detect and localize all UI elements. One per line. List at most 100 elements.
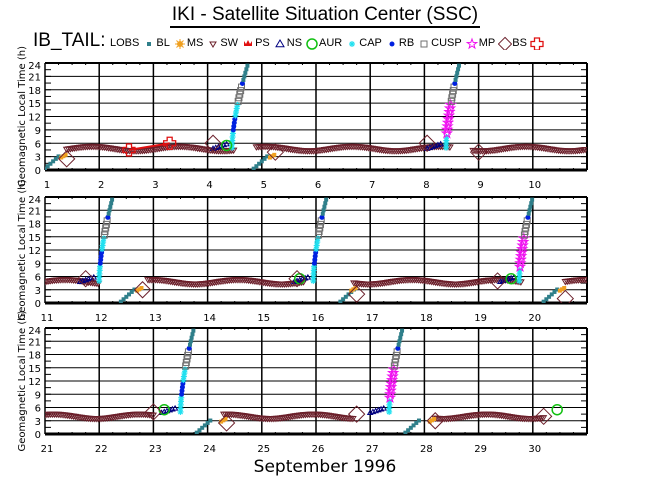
rb-point [105, 214, 111, 220]
ms-point [272, 152, 277, 157]
bl-point [396, 342, 401, 347]
bl-point [259, 159, 264, 164]
legend-item-aur: AUR [305, 36, 342, 50]
bl-point [8, 423, 12, 427]
bs-marker [288, 270, 306, 288]
x-tick-label: 23 [149, 444, 162, 455]
bl-point [194, 430, 199, 434]
ns-point [304, 273, 312, 280]
bl-point [343, 294, 348, 299]
legend-label: PS [255, 36, 270, 49]
y-tick-label: 15 [28, 233, 41, 244]
y-tick-label: 12 [28, 246, 41, 257]
y-tick-label: 9 [35, 126, 41, 137]
ms-point [427, 419, 432, 424]
y-tick-label: 21 [28, 206, 41, 217]
x-tick-label: 26 [312, 444, 325, 455]
x-tick-label: 4 [206, 180, 212, 191]
cusp-point [101, 227, 109, 235]
bl-point [245, 63, 250, 68]
bs-marker [347, 285, 366, 303]
cusp-point [182, 358, 190, 366]
bl-point [10, 421, 14, 425]
mp-point [384, 380, 398, 393]
ms-point [562, 285, 567, 290]
bl-point [555, 287, 560, 292]
y-tick-label: 18 [28, 86, 41, 97]
cusp-point [237, 87, 245, 95]
cusp-point [234, 97, 242, 105]
y-tick-label: 24 [28, 61, 41, 72]
ms-point [270, 154, 275, 159]
mp-point [384, 384, 397, 397]
bl-point [5, 426, 9, 430]
y-tick-label: 24 [28, 326, 41, 337]
cusp-point [235, 94, 243, 102]
bl-point [191, 328, 196, 333]
cusp-point [102, 220, 110, 228]
ms-point [59, 155, 64, 160]
bl-point [324, 197, 329, 202]
x-tick-label: 12 [95, 313, 108, 324]
mp-point [514, 249, 528, 262]
x-tick-label: 24 [203, 444, 216, 455]
legend-item-mp: MP [465, 36, 495, 50]
y-tick-label: 21 [28, 337, 41, 348]
cusp-point [236, 90, 244, 98]
ns-point [437, 140, 445, 147]
y-tick-label: 9 [35, 259, 41, 270]
bl-point [108, 204, 113, 209]
bl-point [399, 332, 404, 337]
bl-point [202, 423, 207, 428]
bl-point [454, 74, 459, 79]
circle-icon [306, 38, 318, 50]
x-tick-label: 8 [423, 180, 429, 191]
dot-icon [389, 41, 395, 47]
x-tick-label: 17 [366, 313, 379, 324]
bl-point [341, 297, 346, 302]
ms-point [137, 287, 142, 292]
bl-point [529, 201, 534, 206]
ms-point [560, 287, 565, 292]
y-tick-label: 0 [35, 166, 41, 177]
cap-point [233, 105, 240, 112]
legend-label: RB [398, 36, 415, 49]
mp-point [515, 246, 528, 258]
x-tick-label: 20 [528, 313, 541, 324]
bs-marker [57, 150, 76, 168]
bl-point [51, 159, 56, 164]
bl-point [322, 204, 327, 209]
bs-marker [217, 414, 236, 432]
bl-point [257, 161, 262, 166]
legend-item-cap: CAP [345, 36, 382, 50]
mp-point [387, 366, 400, 379]
cusp-point [449, 87, 457, 95]
y-tick-label: 18 [28, 220, 41, 231]
bl-point [189, 335, 194, 340]
cusp-point [522, 220, 530, 228]
bl-point [526, 211, 531, 216]
bl-point [541, 299, 546, 303]
legend-label: LOBS [110, 36, 140, 49]
x-tick-label: 9 [477, 180, 483, 191]
mp-point [516, 235, 530, 248]
y-tick-label: 0 [35, 430, 41, 441]
y-tick-label: 3 [35, 153, 41, 164]
x-tick-label: 11 [41, 313, 54, 324]
bl-point [323, 201, 328, 206]
x-tick-label: 3 [152, 180, 158, 191]
y-tick-label: 18 [28, 351, 41, 362]
mp-point [385, 377, 398, 389]
x-tick-label: 1 [44, 180, 50, 191]
sw-point [348, 415, 357, 423]
mp-point [516, 239, 529, 251]
bl-point [549, 292, 554, 297]
crown-icon [244, 40, 253, 46]
bl-point [453, 77, 458, 82]
mp-point [513, 260, 527, 273]
y-tick-label: 12 [28, 377, 41, 388]
cusp-point [447, 97, 455, 105]
bl-point [244, 67, 249, 72]
